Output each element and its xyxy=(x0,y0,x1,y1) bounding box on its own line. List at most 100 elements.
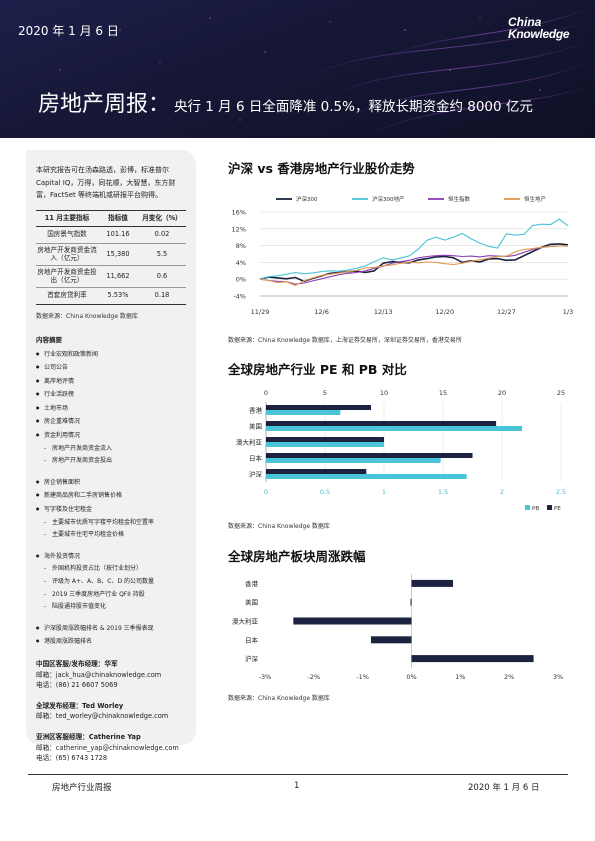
toc-item: 海外投资情况 xyxy=(36,550,186,564)
weekly-change-source: 数据来源：China Knowledge 数据库 xyxy=(228,695,330,702)
y-tick-label: 8% xyxy=(236,242,246,250)
toc-item: 新建商品房和二手房销售价格 xyxy=(36,489,186,503)
top-axis-tick-label: 25 xyxy=(557,389,565,397)
sidebar-panel: 本研究报告可在汤森路透，彭博，标准普尔 Capital IQ，万得，同花顺，大智… xyxy=(26,150,196,762)
contact-phone: 电话：(65) 6743 1728 xyxy=(36,754,108,763)
toc-item: 公司公告 xyxy=(36,361,186,375)
col-header-value: 指标值 xyxy=(98,209,138,227)
legend-label: 沪深300地产 xyxy=(372,195,405,203)
table-cell: 0.02 xyxy=(138,226,186,244)
contact-email[interactable]: 邮箱：ted_worley@chinaknowledge.com xyxy=(36,712,169,721)
toc-item: 陆股通持股市值变化 xyxy=(36,601,186,614)
table-cell: 首套房贷利率 xyxy=(36,287,98,305)
legend-swatch xyxy=(547,505,552,510)
toc-item: 土地市场 xyxy=(36,402,186,416)
category-label: 日本 xyxy=(245,635,259,644)
table-cell: 11,662 xyxy=(98,265,138,288)
x-tick-label: 12/13 xyxy=(374,308,393,316)
top-axis-tick-label: 10 xyxy=(380,389,388,397)
pe-bar xyxy=(266,469,367,474)
change-bar xyxy=(293,617,412,625)
bottom-axis-tick-label: 2.5 xyxy=(556,488,566,496)
toc-item: 主要城市住宅平均租金价格 xyxy=(36,529,186,542)
table-row: 房地产开发商资金投出（亿元） 11,662 0.6 xyxy=(36,265,186,288)
category-label: 澳大利亚 xyxy=(236,438,263,447)
pe-bar xyxy=(266,421,497,426)
y-tick-label: 0% xyxy=(236,276,246,284)
x-tick-label: 1% xyxy=(455,673,465,681)
bottom-axis-tick-label: 1.5 xyxy=(438,488,448,496)
top-axis-tick-label: 5 xyxy=(323,389,327,397)
banner-decoration xyxy=(59,4,595,138)
legend-label: 恒生地产 xyxy=(524,195,547,203)
logo-line-2: Knowledge xyxy=(508,27,570,41)
table-cell: 房地产开发商资金投出（亿元） xyxy=(36,265,98,288)
contact-block: 中国区客服/发布经理：华军 邮箱：jack_hua@chinaknowledge.… xyxy=(36,659,186,764)
pe-bar xyxy=(266,453,473,458)
x-tick-label: 12/27 xyxy=(497,308,516,316)
x-tick-label: 0% xyxy=(406,673,416,681)
toc-item: 写字楼及住宅租金 xyxy=(36,503,186,517)
category-label: 日本 xyxy=(249,454,263,463)
y-tick-label: 12% xyxy=(232,225,246,233)
bottom-axis-tick-label: 1 xyxy=(382,488,386,496)
legend-label: 恒生指数 xyxy=(448,195,471,203)
contact-card: 全球发布经理：Ted Worley 邮箱：ted_worley@chinaknow… xyxy=(36,701,186,722)
x-tick-label: -3% xyxy=(259,673,272,681)
table-row: 首套房贷利率 5.53% 0.18 xyxy=(36,287,186,305)
category-label: 香港 xyxy=(249,406,263,415)
pb-bar xyxy=(266,474,467,479)
intro-text: 本研究报告可在汤森路透，彭博，标准普尔 Capital IQ，万得，同花顺，大智… xyxy=(36,166,176,199)
col-header-indicator: 11 月主要指标 xyxy=(36,209,98,227)
legend-label: PB xyxy=(532,506,539,512)
change-bar xyxy=(410,598,412,606)
category-label: 澳大利亚 xyxy=(232,617,259,626)
series-line xyxy=(259,218,569,280)
pb-bar xyxy=(266,410,341,415)
pe-bar xyxy=(266,437,384,442)
toc-list: 行业宏观和政策新闻公司公告离岸地评情行业活跃榜土地市场房企重难情况资金利用情况房… xyxy=(36,348,186,649)
report-date: 2020 年 1 月 6 日 xyxy=(18,24,119,38)
section-title-price-trend: 沪深 vs 香港房地产行业股价走势 xyxy=(228,161,415,176)
pb-bar xyxy=(266,458,441,463)
table-cell: 国房景气指数 xyxy=(36,226,98,244)
section-title-pe-pb: 全球房地产行业 PE 和 PB 对比 xyxy=(228,362,407,377)
toc-item: 房地产开发商资金流入 xyxy=(36,443,186,456)
pe-bar xyxy=(266,405,372,410)
bottom-axis-tick-label: 2 xyxy=(500,488,504,496)
contact-role: 全球发布经理：Ted Worley xyxy=(36,701,124,710)
toc-title: 内容摘要 xyxy=(36,335,62,344)
legend-label: PE xyxy=(554,506,561,512)
legend-label: 沪深300 xyxy=(296,195,318,203)
table-row: 房地产开发商资金流入（亿元） 15,380 5.5 xyxy=(36,243,186,266)
table-cell: 5.5 xyxy=(138,243,186,266)
table-cell: 0.18 xyxy=(138,287,186,305)
indicator-table: 11 月主要指标 指标值 月变化（%） 国房景气指数 101.16 0.02 房… xyxy=(36,209,186,305)
table-cell: 0.6 xyxy=(138,265,186,288)
series-line xyxy=(259,245,568,285)
change-bar xyxy=(411,655,534,663)
price-trend-chart: -4% 0% 4% 8% 12% 16% 11/29 12/6 12/13 12/20 12/27 1… xyxy=(232,195,574,316)
toc-item: 房企销售面积 xyxy=(36,476,186,490)
toc-item: 港股周涨跌幅排名 xyxy=(36,635,186,649)
category-label: 美国 xyxy=(245,598,258,607)
x-tick-label: 3% xyxy=(553,673,563,681)
contact-email[interactable]: 邮箱：jack_hua@chinaknowledge.com xyxy=(36,670,162,679)
table-cell: 101.16 xyxy=(98,226,138,244)
x-tick-label: 1/3 xyxy=(563,308,573,316)
y-tick-label: 4% xyxy=(236,259,246,267)
table-cell: 15,380 xyxy=(98,243,138,266)
footer-left: 房地产行业周报 xyxy=(52,783,112,793)
title-subtitle: 央行 1 月 6 日全面降准 0.5%，释放长期资金约 8000 亿元 xyxy=(174,99,533,115)
toc-item: 主要城市优质写字楼平均租金和空置率 xyxy=(36,517,186,530)
price-trend-source: 数据来源：China Knowledge 数据库，上海证券交易所，深圳证券交易所… xyxy=(228,337,462,344)
contact-email[interactable]: 邮箱：catherine_yap@chinaknowledge.com xyxy=(36,743,179,752)
x-tick-label: 12/20 xyxy=(435,308,454,316)
toc-item: 房企重难情况 xyxy=(36,415,186,429)
y-tick-label: -4% xyxy=(233,293,246,301)
x-tick-label: 2% xyxy=(504,673,514,681)
x-tick-label: 11/29 xyxy=(251,308,270,316)
contact-phone: 电话：(86) 21 6607 5069 xyxy=(36,681,118,690)
col-header-change: 月变化（%） xyxy=(138,209,186,227)
toc-item: 离岸地评情 xyxy=(36,375,186,389)
